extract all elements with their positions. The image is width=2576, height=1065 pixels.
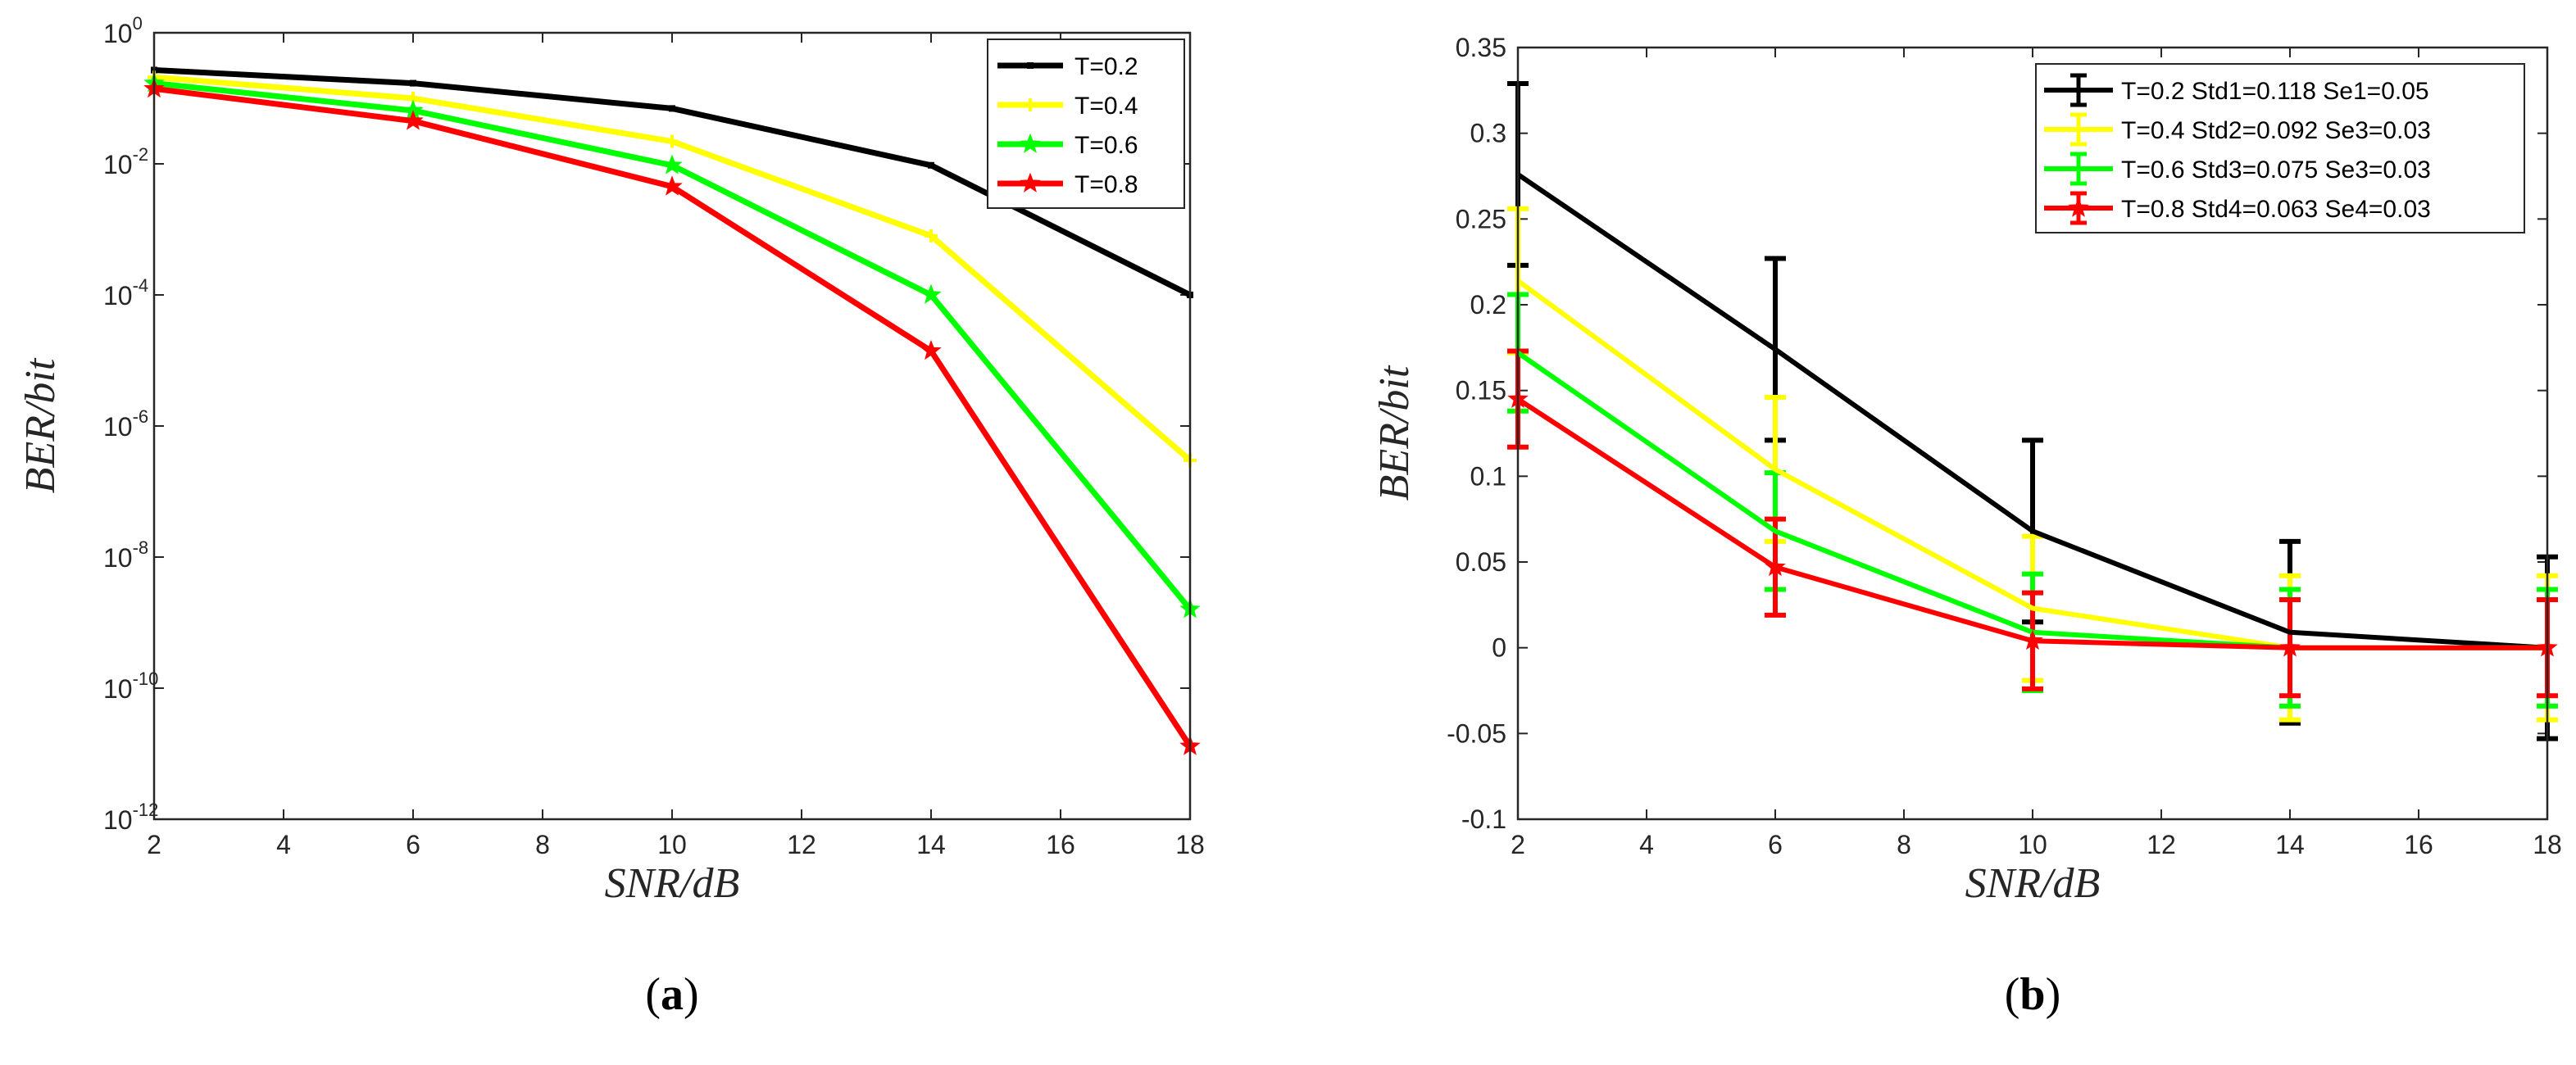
- legend-label: T=0.4: [1074, 93, 1138, 120]
- y-tick-label: 0: [1492, 633, 1506, 663]
- y-tick-label: 0.1: [1470, 461, 1506, 491]
- x-tick-label: 2: [1511, 830, 1525, 859]
- x-tick-label: 4: [276, 830, 291, 859]
- x-tick-label: 12: [787, 830, 816, 859]
- legend-label: T=0.6 Std3=0.075 Se3=0.03: [2121, 156, 2431, 184]
- axes-frame-b: [1516, 46, 2549, 821]
- x-tick-label: 10: [657, 830, 687, 859]
- legend-marker: [1020, 133, 1041, 153]
- y-tick-label: 0.15: [1456, 376, 1506, 406]
- x-tick-label: 14: [2275, 830, 2305, 859]
- x-tick-label: 4: [1639, 830, 1654, 859]
- y-tick-label: 0.2: [1470, 290, 1506, 320]
- x-tick-label: 14: [916, 830, 946, 859]
- legend-marker: [1027, 62, 1034, 69]
- x-tick-label: 12: [2147, 830, 2176, 859]
- data-point: [669, 105, 675, 112]
- x-tick-label: 8: [1897, 830, 1911, 859]
- legend-box-b: [2035, 63, 2525, 233]
- x-axis-label: SNR/dB: [1965, 860, 2101, 907]
- x-tick-label: 8: [535, 830, 550, 859]
- y-tick-label: 0.25: [1456, 204, 1506, 233]
- x-tick-label: 16: [2404, 830, 2433, 859]
- legend-label: T=0.6: [1074, 132, 1138, 159]
- data-point: [920, 339, 942, 360]
- legend-error-marker: [2070, 73, 2087, 107]
- legend-box-a: [987, 39, 1185, 209]
- x-tick-label: 2: [147, 830, 161, 859]
- chart-panel-b: 2 4 6 8 10 12 14 16 18 -0.1 -0.05 0 0.05 0.1 0.15 0.2 0.…: [1371, 33, 2562, 1020]
- axes-frame-a: [152, 31, 1192, 821]
- legend-marker: [1020, 172, 1041, 193]
- x-tick-label: 18: [2533, 830, 2562, 859]
- y-tick-label: 10-4: [103, 275, 148, 310]
- y-tick-label: 0.3: [1470, 119, 1506, 148]
- legend-label: T=0.2: [1074, 53, 1138, 80]
- legend-error-marker: [2070, 152, 2087, 186]
- data-point: [661, 154, 683, 174]
- x-tick-label: 16: [1046, 830, 1075, 859]
- data-point: [661, 175, 683, 196]
- y-axis-label: BER/bit: [17, 357, 64, 493]
- y-tick-label: -0.1: [1461, 804, 1506, 834]
- y-tick-label: 100: [103, 13, 143, 48]
- series-line-T=0.2 Std1=0.118 Se1=0.05: [1516, 172, 2548, 650]
- data-point: [2279, 637, 2301, 657]
- legend-marker: [1024, 98, 1037, 111]
- legend-label: T=0.2 Std1=0.118 Se1=0.05: [2121, 78, 2429, 105]
- data-point: [2022, 629, 2043, 650]
- x-tick-label: 18: [1175, 830, 1205, 859]
- legend-label: T=0.8 Std4=0.063 Se4=0.03: [2121, 196, 2431, 223]
- legend-error-marker: [2070, 112, 2087, 147]
- caption-b: (b): [2005, 969, 2060, 1020]
- x-tick-label: 6: [1768, 830, 1783, 859]
- legend-label: T=0.4 Std2=0.092 Se3=0.03: [2121, 117, 2431, 144]
- x-tick-label: 6: [406, 830, 420, 859]
- y-tick-label: 0.35: [1456, 33, 1506, 62]
- data-point: [410, 79, 416, 87]
- y-tick-label: 10-10: [103, 668, 158, 704]
- y-tick-label: 10-6: [103, 406, 148, 442]
- x-axis-label: SNR/dB: [605, 860, 740, 907]
- data-point: [402, 110, 424, 130]
- caption-a: (a): [645, 969, 698, 1020]
- y-tick-label: -0.05: [1447, 718, 1506, 748]
- data-point: [666, 134, 679, 148]
- x-tick-label: 10: [2018, 830, 2047, 859]
- y-tick-label: 10-2: [103, 144, 148, 179]
- y-axis-label: BER/bit: [1371, 365, 1418, 501]
- chart-panel-a: 2 4 6 8 10 12 14 16 1810010-210-410-610-810-1010…: [17, 13, 1205, 1020]
- y-tick-label: 0.05: [1456, 547, 1506, 577]
- data-point: [925, 229, 938, 242]
- data-point: [1765, 555, 1786, 577]
- data-point: [928, 161, 934, 169]
- legend-marker: [2068, 197, 2089, 217]
- data-point: [920, 283, 942, 304]
- legend-label: T=0.8: [1074, 171, 1138, 198]
- y-tick-label: 10-8: [103, 537, 148, 573]
